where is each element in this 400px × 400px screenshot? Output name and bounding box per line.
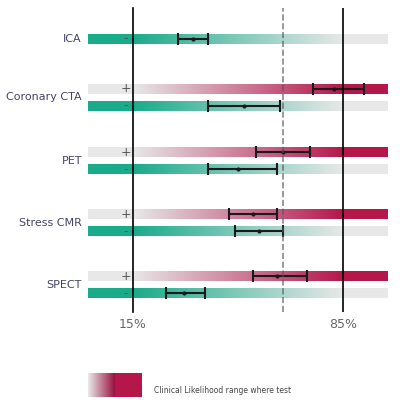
Text: -: - [123,163,128,176]
Text: SPECT: SPECT [47,280,82,290]
Text: -: - [123,287,128,300]
Text: +: + [120,270,131,283]
Text: Clinical Likelihood range where test: Clinical Likelihood range where test [154,386,291,396]
Text: -: - [123,99,128,112]
Text: -: - [123,32,128,46]
Text: +: + [120,146,131,159]
Text: Coronary CTA: Coronary CTA [6,92,82,102]
Text: Stress CMR: Stress CMR [19,218,82,228]
Text: -: - [123,225,128,238]
Text: +: + [120,82,131,95]
Text: +: + [120,208,131,221]
Text: PET: PET [62,156,82,166]
Text: ICA: ICA [63,34,82,44]
